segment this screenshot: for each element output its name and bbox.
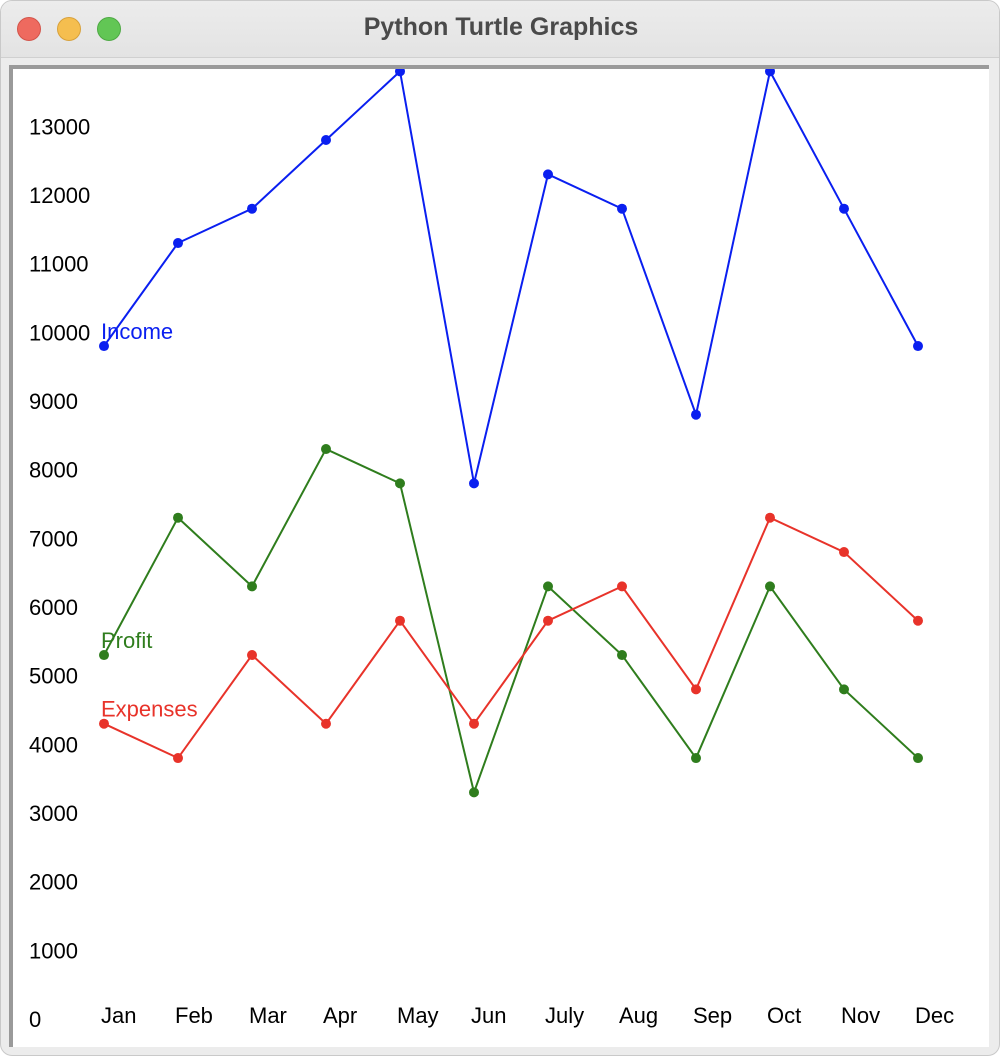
data-point-expenses <box>395 615 405 626</box>
data-point-income <box>247 203 257 214</box>
y-tick-label: 12000 <box>29 183 90 208</box>
x-tick-label: Nov <box>841 1003 880 1028</box>
data-point-expenses <box>469 718 479 729</box>
maximize-window-button[interactable] <box>97 17 121 41</box>
line-chart: 0 1000 2000 3000 4000 5000 6000 7000 8000 9000 100… <box>29 69 954 1032</box>
data-point-income <box>617 203 627 214</box>
data-point-profit <box>617 650 627 661</box>
x-tick-label: July <box>545 1003 584 1028</box>
data-point-income <box>691 409 701 420</box>
series-line-income <box>103 69 919 484</box>
data-point-income <box>395 69 405 77</box>
x-tick-label: Jun <box>471 1003 506 1028</box>
y-tick-label: 8000 <box>29 458 78 483</box>
data-point-profit <box>395 478 405 489</box>
x-tick-label: Jan <box>101 1003 136 1028</box>
data-point-income <box>469 478 479 489</box>
x-tick-label: Mar <box>249 1003 287 1028</box>
data-point-income <box>913 341 923 352</box>
y-tick-label: 5000 <box>29 664 78 689</box>
data-point-profit <box>321 444 331 455</box>
data-point-profit <box>765 581 775 592</box>
data-point-income <box>99 341 109 352</box>
x-tick-label: Sep <box>693 1003 732 1028</box>
y-tick-label: 4000 <box>29 732 78 757</box>
x-tick-label: Feb <box>175 1003 213 1028</box>
x-tick-label: Oct <box>767 1003 801 1028</box>
title-bar[interactable]: Python Turtle Graphics <box>1 1 999 58</box>
series-label-expenses: Expenses <box>101 697 198 722</box>
data-point-income <box>765 69 775 77</box>
data-point-profit <box>691 753 701 764</box>
data-point-expenses <box>247 650 257 661</box>
data-point-profit <box>839 684 849 695</box>
y-tick-label: 10000 <box>29 320 90 345</box>
y-tick-label: 2000 <box>29 870 78 895</box>
y-tick-label: 3000 <box>29 801 78 826</box>
data-point-income <box>839 203 849 214</box>
y-tick-label: 11000 <box>29 252 89 277</box>
x-tick-label: Dec <box>915 1003 954 1028</box>
data-point-expenses <box>691 684 701 695</box>
data-point-expenses <box>839 547 849 558</box>
series-label-profit: Profit <box>101 628 152 653</box>
data-point-expenses <box>617 581 627 592</box>
y-tick-label: 7000 <box>29 526 78 551</box>
x-tick-label: May <box>397 1003 439 1028</box>
turtle-canvas: 0 1000 2000 3000 4000 5000 6000 7000 8000 9000 100… <box>9 65 989 1047</box>
y-tick-label: 0 <box>29 1007 41 1032</box>
series-line-expenses <box>103 516 919 760</box>
data-point-expenses <box>173 753 183 764</box>
data-point-expenses <box>321 718 331 729</box>
close-window-button[interactable] <box>17 17 41 41</box>
y-tick-label: 13000 <box>29 114 90 139</box>
data-point-expenses <box>765 512 775 523</box>
x-tick-label: Apr <box>323 1003 357 1028</box>
data-point-profit <box>99 650 109 661</box>
window-title: Python Turtle Graphics <box>363 13 639 41</box>
y-tick-label: 9000 <box>29 389 78 414</box>
series-line-profit <box>103 447 919 796</box>
data-point-expenses <box>543 615 553 626</box>
y-tick-label: 1000 <box>29 938 78 963</box>
data-point-expenses <box>913 615 923 626</box>
data-point-profit <box>913 753 923 764</box>
data-point-profit <box>469 787 479 798</box>
data-point-profit <box>173 512 183 523</box>
x-tick-label: Aug <box>619 1003 658 1028</box>
data-point-income <box>173 238 183 249</box>
series-label-income: Income <box>101 319 173 344</box>
minimize-window-button[interactable] <box>57 17 81 41</box>
data-point-expenses <box>99 718 109 729</box>
data-point-income <box>543 169 553 180</box>
data-point-income <box>321 135 331 146</box>
data-point-profit <box>543 581 553 592</box>
data-point-profit <box>247 581 257 592</box>
y-tick-label: 6000 <box>29 595 78 620</box>
